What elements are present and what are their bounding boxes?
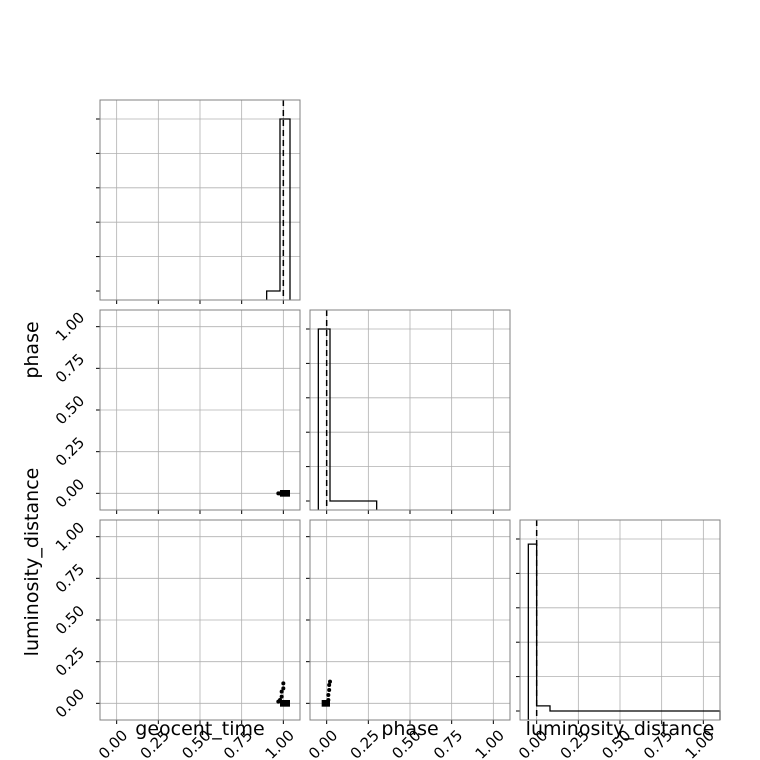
panel-geocent_time-geocent_time <box>96 99 301 304</box>
y-tick-label: 0.25 <box>52 643 88 679</box>
scatter-point <box>328 679 332 684</box>
y-tick-label: 0.75 <box>52 560 88 596</box>
y-tick-label: 0.75 <box>52 350 88 386</box>
y-axis-label-phase: phase <box>21 321 43 378</box>
scatter-point <box>279 689 284 694</box>
y-tick-label: 0.50 <box>52 602 88 638</box>
x-tick-label: 0.00 <box>95 726 131 760</box>
density-block <box>280 490 290 497</box>
x-axis-label-phase: phase <box>381 718 438 740</box>
y-tick-label: 0.50 <box>52 392 88 428</box>
y-tick-label: 0.00 <box>52 475 88 511</box>
histogram-phase <box>317 328 378 510</box>
scatter-point <box>327 683 332 687</box>
panel-phase-phase <box>306 309 511 514</box>
scatter-point <box>327 688 332 692</box>
scatter-point <box>281 686 286 691</box>
density-block <box>321 700 330 707</box>
panel-phase-luminosity_distance: 0.00 0.25 0.50 0.75 1.00 <box>305 519 511 760</box>
histogram-geocent_time <box>266 118 291 300</box>
y-tick-label: 1.00 <box>52 308 88 344</box>
y-axis-label-luminosity-distance: luminosity_distance <box>21 468 43 657</box>
axis-frame <box>309 309 511 511</box>
density-block <box>280 700 290 707</box>
x-tick-label: 0.00 <box>305 726 341 760</box>
scatter-point <box>279 694 284 699</box>
y-tick-label: 0.00 <box>52 685 88 721</box>
x-tick-label: 1.00 <box>262 726 298 760</box>
axis-frame <box>309 519 511 721</box>
axis-frame <box>519 519 721 721</box>
x-axis-label-luminosity-distance: luminosity_distance <box>526 718 715 740</box>
panel-geocent_time-phase: 0.00 0.25 0.50 0.75 1.00 <box>52 308 301 514</box>
histogram-luminosity_distance <box>527 543 721 720</box>
scatter-point <box>326 693 331 697</box>
x-axis-label-geocent-time: geocent_time <box>135 718 264 740</box>
x-tick-label: 0.25 <box>347 726 383 760</box>
y-tick-label: 0.25 <box>52 433 88 469</box>
axis-frame <box>99 309 301 511</box>
panels-layer: 0.000.250.500.751.000.000.250.500.751.00… <box>52 99 721 760</box>
x-tick-label: 1.00 <box>472 726 508 760</box>
scatter-point <box>281 681 286 686</box>
y-tick-label: 1.00 <box>52 518 88 554</box>
labels-layer: geocent_time phase luminosity_distance p… <box>21 321 714 740</box>
axis-frame <box>99 99 301 301</box>
axis-frame <box>99 519 301 721</box>
